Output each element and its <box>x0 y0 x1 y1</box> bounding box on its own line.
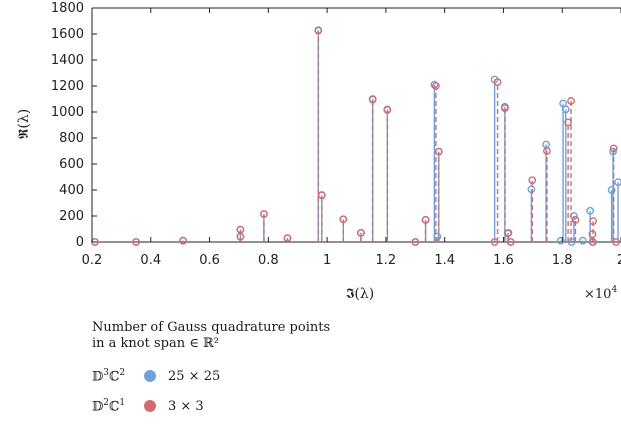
series-d2c1 <box>91 26 620 246</box>
legend-series-value: 25 × 25 <box>168 368 221 384</box>
stem-marker <box>543 147 551 155</box>
stem-marker <box>506 238 515 246</box>
x-tick-label: 0.4 <box>140 253 161 268</box>
stem-marker <box>132 238 140 246</box>
stem-marker <box>578 236 587 245</box>
y-tick-label: 0 <box>76 235 84 250</box>
stem-marker <box>589 217 597 226</box>
stem-marker <box>421 215 430 224</box>
x-tick-label: 1.2 <box>376 253 397 268</box>
legend-title-line1: Number of Gauss quadrature points <box>92 320 331 335</box>
stem-marker <box>609 144 618 153</box>
legend: Number of Gauss quadrature points in a k… <box>92 320 392 426</box>
x-tick-label: 1.8 <box>552 253 573 268</box>
stem-marker <box>357 228 365 237</box>
stem-marker <box>607 186 616 194</box>
stem-marker <box>561 105 570 114</box>
stem-marker <box>527 185 536 194</box>
stem-marker <box>430 80 439 89</box>
stem-marker <box>179 236 188 245</box>
stem-marker <box>609 147 617 156</box>
stem-marker <box>556 236 565 245</box>
stem-marker <box>588 230 597 239</box>
y-tick-label: 800 <box>59 131 84 146</box>
plot-area <box>91 7 621 246</box>
x-multiplier-exp: 4 <box>611 285 617 295</box>
stem-marker <box>612 238 620 246</box>
legend-marker-blue <box>144 370 156 382</box>
legend-series-name: 𝔻3ℂ2 <box>92 367 126 385</box>
stem-marker <box>564 118 572 127</box>
y-tick-label: 400 <box>59 183 84 198</box>
x-axis-ticks: 0.2 0.4 0.6 0.8 1 1.2 1.4 1.6 1.8 2 <box>82 8 621 268</box>
x-tick-label: 0.8 <box>258 253 279 268</box>
stem-marker <box>236 225 245 234</box>
series-d3c2 <box>91 26 621 246</box>
stem-marker <box>586 206 595 215</box>
stem-marker <box>528 176 537 185</box>
y-tick-label: 1600 <box>51 27 84 42</box>
stem-marker <box>283 234 292 243</box>
x-tick-label: 1 <box>323 253 331 268</box>
y-tick-label: 1400 <box>51 53 84 68</box>
y-tick-label: 200 <box>59 209 84 224</box>
stem-marker <box>314 26 323 35</box>
x-axis-label: 𝕴(λ) <box>346 286 374 302</box>
legend-marker-red <box>144 400 156 412</box>
stem-marker <box>501 104 509 113</box>
legend-item-d3c2: 𝔻3ℂ2 25 × 25 <box>92 366 392 386</box>
y-tick-label: 1200 <box>51 79 84 94</box>
stem-marker <box>434 147 443 156</box>
stem-marker <box>614 178 621 187</box>
stem-marker <box>368 95 377 104</box>
stem-marker <box>339 215 348 224</box>
stem-marker <box>493 78 502 87</box>
x-tick-label: 2 <box>617 253 621 268</box>
y-axis-ticks: 0 200 400 600 800 1000 1200 1400 1600 1800 <box>51 1 97 250</box>
stem-marker <box>383 106 392 114</box>
stem-marker <box>567 97 575 105</box>
stem-marker <box>588 238 597 246</box>
x-tick-label: 1.6 <box>493 253 514 268</box>
stem-marker <box>431 82 440 90</box>
stem-marker <box>571 215 580 224</box>
x-axis-multiplier: ×104 <box>584 285 617 302</box>
legend-title-line2: in a knot span ∈ ℝ² <box>92 336 219 351</box>
x-multiplier-base: ×10 <box>584 287 611 302</box>
y-tick-label: 1800 <box>51 1 84 16</box>
y-axis-label: 𝕽(λ) <box>16 109 32 139</box>
x-tick-label: 0.6 <box>199 253 220 268</box>
y-tick-label: 1000 <box>51 105 84 120</box>
stem-marker <box>411 238 420 246</box>
x-tick-label: 1.4 <box>434 253 455 268</box>
legend-series-value: 3 × 3 <box>168 398 204 414</box>
legend-title: Number of Gauss quadrature points in a k… <box>92 320 392 352</box>
legend-item-d2c1: 𝔻2ℂ1 3 × 3 <box>92 396 392 416</box>
stem-marker <box>433 232 442 241</box>
stem-marker <box>504 228 513 237</box>
stem-marker <box>317 191 326 200</box>
legend-series-name: 𝔻2ℂ1 <box>92 397 126 415</box>
stem-chart: 0.2 0.4 0.6 0.8 1 1.2 1.4 1.6 1.8 2 0 200 400 600 800… <box>16 1 621 302</box>
x-tick-label: 0.2 <box>82 253 103 268</box>
y-tick-label: 600 <box>59 157 84 172</box>
stem-marker <box>260 210 268 218</box>
